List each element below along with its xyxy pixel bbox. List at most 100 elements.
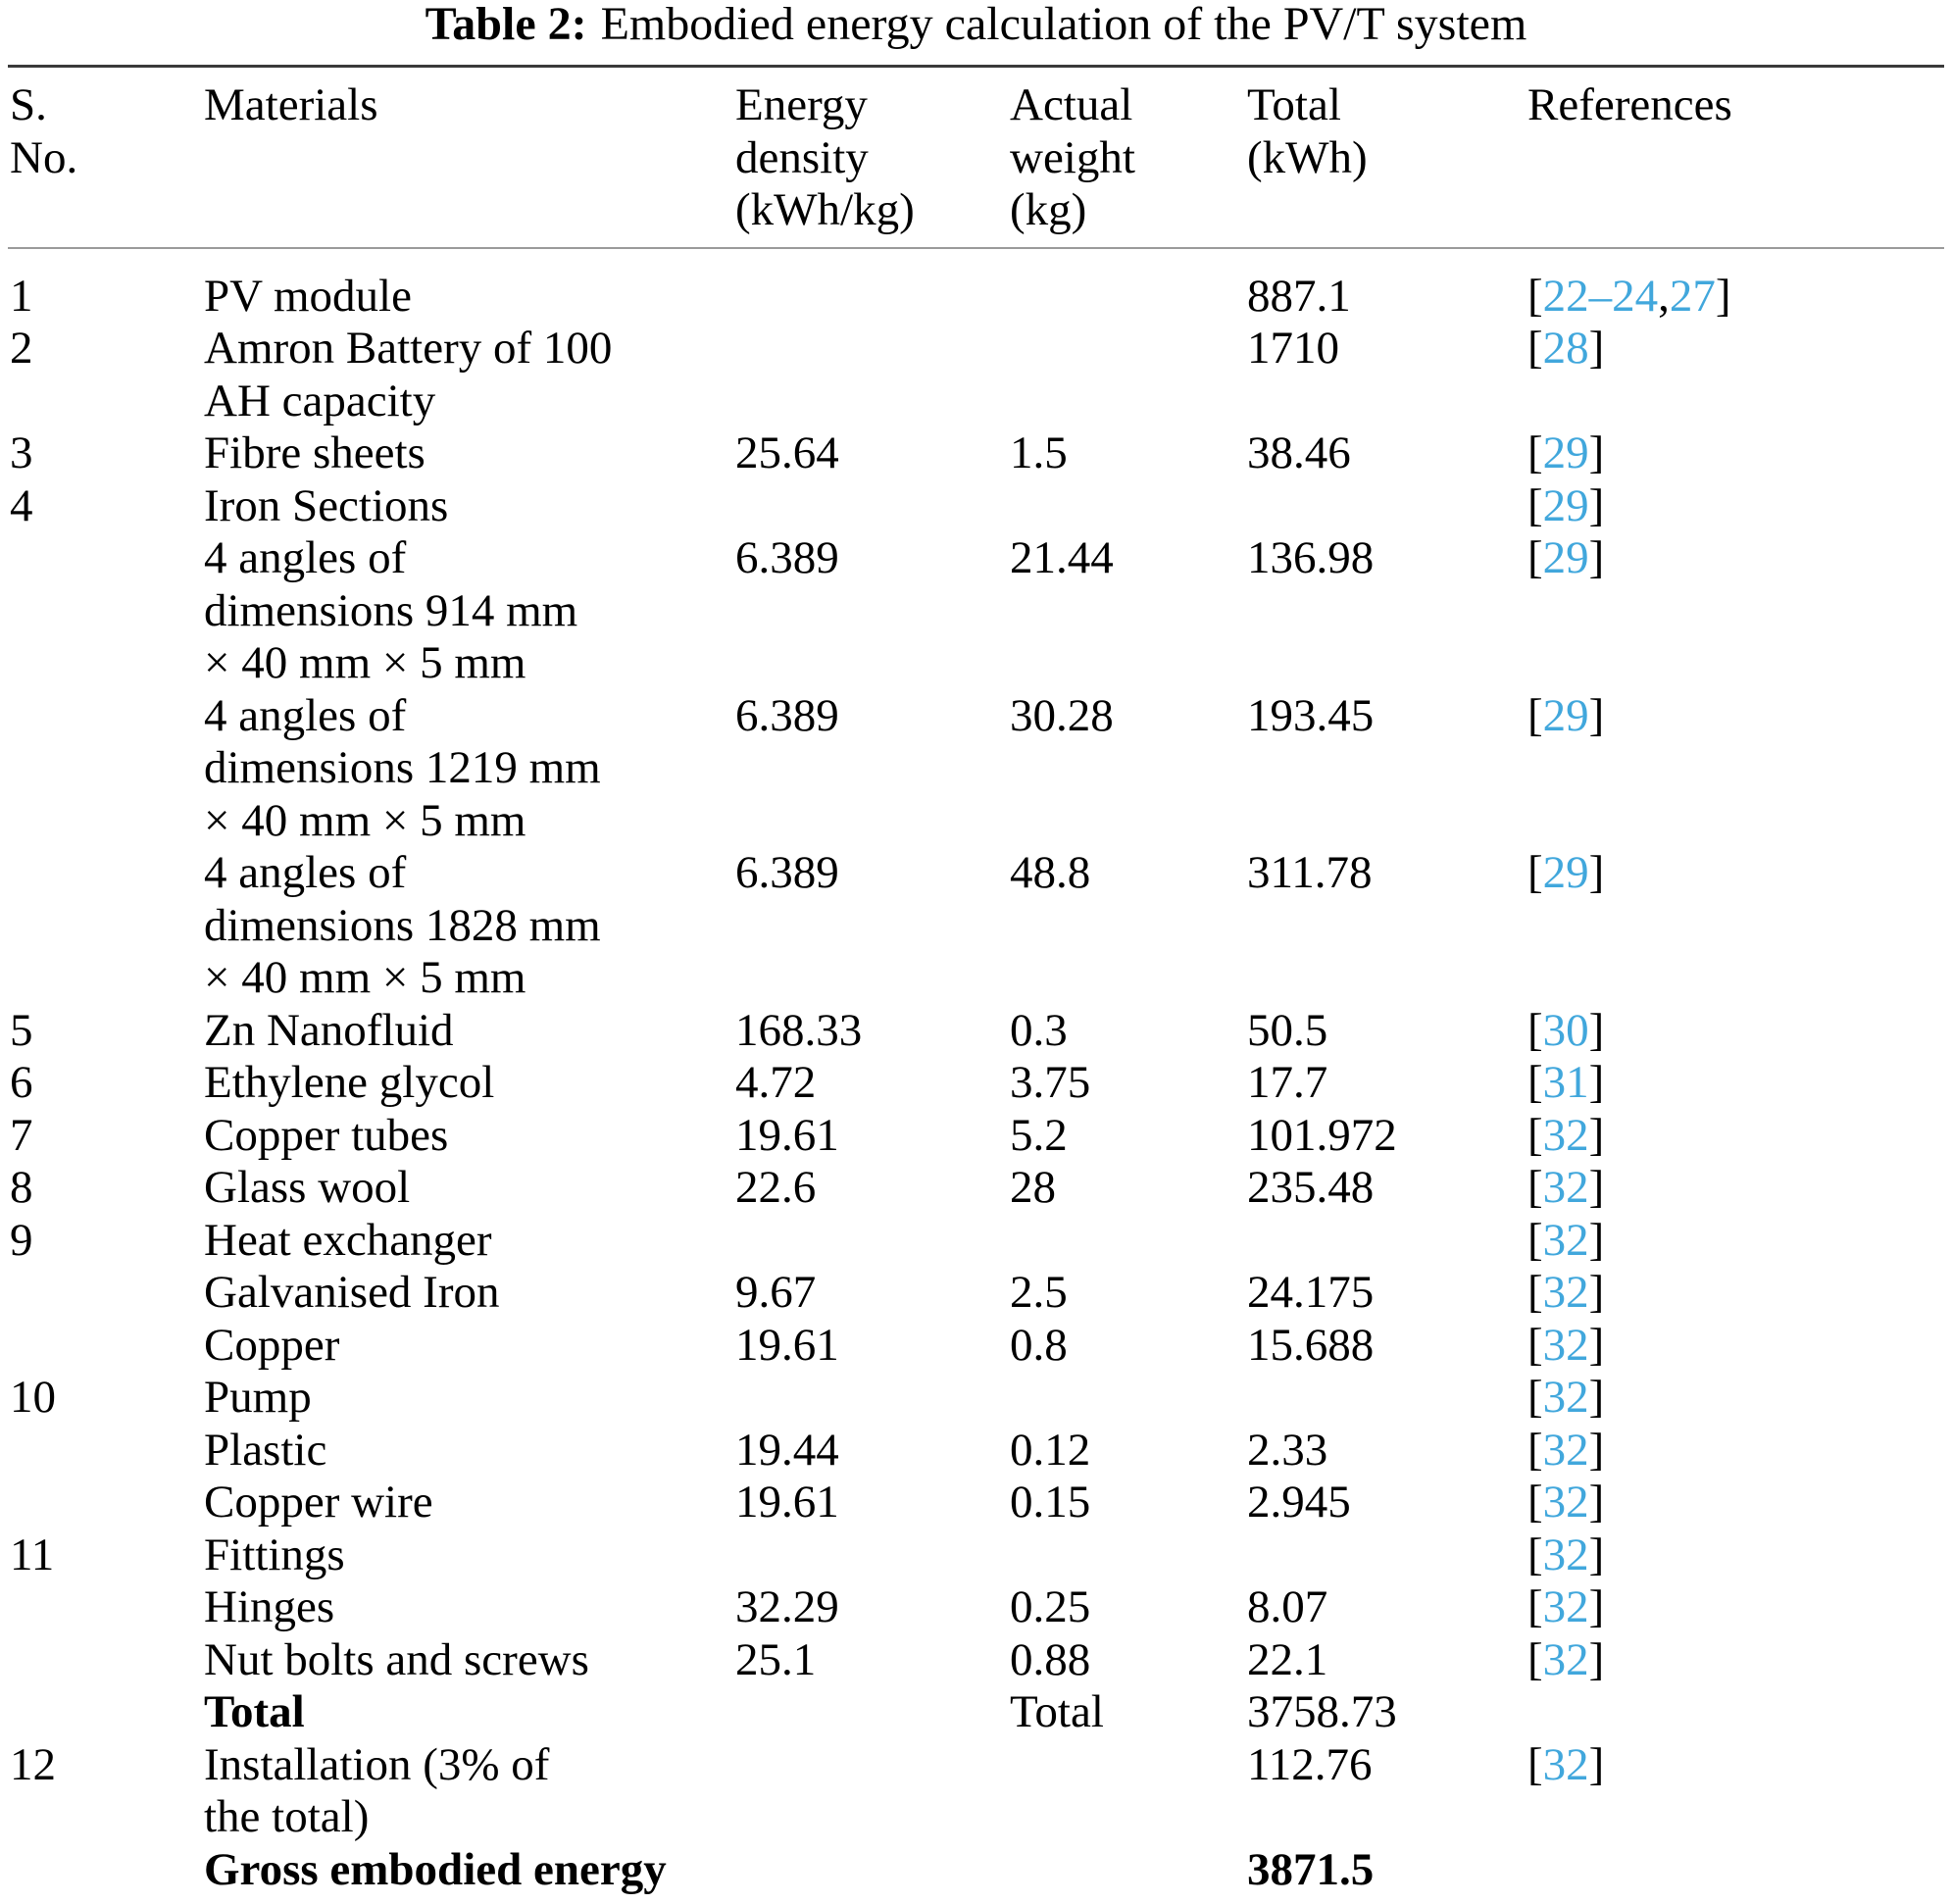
citation-link[interactable]: 29 [1542,847,1589,898]
citation-bracket: ] [1588,1267,1605,1318]
material-cell: Pump [204,1372,312,1423]
energy-density-cell: 22.6 [735,1162,817,1213]
table-caption-label: Table 2: [425,0,587,50]
actual-weight-cell: 1.5 [1010,427,1068,478]
citation-link[interactable]: 31 [1542,1057,1589,1108]
references-cell: [30] [1527,1005,1944,1058]
citation-bracket: [ [1527,689,1543,741]
total-cell: 15.688 [1247,1319,1375,1371]
citation-link[interactable]: 32 [1542,1162,1589,1213]
table-body: 1 PV module 887.1 [22–24,27] 2 Amron Battery … [8,248,1944,1904]
sno-cell [8,532,204,690]
citation-bracket: [ [1527,532,1543,583]
table-row: 4 angles of dimensions 1828 mm × 40 mm ×… [8,847,1944,1005]
citation-bracket: ] [1715,270,1731,322]
actual-weight-cell: 28 [1010,1162,1056,1213]
sno-cell [8,1581,204,1634]
energy-density-cell [735,480,1010,533]
citation-bracket: [ [1527,323,1543,374]
table-row: 7 Copper tubes 19.61 5.2 101.972 [32] [8,1110,1944,1163]
energy-density-cell: 25.1 [735,1633,817,1685]
actual-weight-cell [1010,480,1247,533]
citation-link[interactable]: 32 [1542,1372,1589,1423]
energy-density-cell: 19.61 [735,1477,839,1528]
citation-link[interactable]: 32 [1542,1738,1589,1790]
references-cell: [32] [1527,1739,1944,1844]
sno-cell [8,1634,204,1687]
references-cell: [32] [1527,1372,1944,1425]
citation-link[interactable]: 32 [1542,1267,1589,1318]
citation-link[interactable]: 29 [1542,532,1589,583]
material-cell: 4 angles of dimensions 1219 mm × 40 mm ×… [204,689,601,846]
table-row: Total Total 3758.73 [8,1686,1944,1739]
references-cell: [32] [1527,1320,1944,1373]
total-cell [1247,1372,1527,1425]
citation-link[interactable]: 22–24 [1542,270,1659,322]
material-cell: Fibre sheets [204,427,425,478]
table-row: 12 Installation (3% of the total) 112.76 [3… [8,1739,1944,1844]
actual-weight-cell: 30.28 [1010,689,1114,741]
header-sno: S. No. [8,66,204,249]
citation-link[interactable]: 28 [1542,323,1589,374]
citation-link[interactable]: 32 [1542,1214,1589,1266]
table-row: Plastic 19.44 0.12 2.33 [32] [8,1425,1944,1478]
citation-bracket: [ [1527,1057,1543,1108]
references-cell: [22–24,27] [1527,248,1944,324]
energy-density-cell: 19.61 [735,1109,839,1161]
table-row: Hinges 32.29 0.25 8.07 [32] [8,1581,1944,1634]
material-cell: PV module [204,270,412,322]
sno-cell [8,1844,204,1904]
citation-bracket: ] [1588,1057,1605,1108]
citation-link[interactable]: 27 [1669,270,1716,322]
citation-bracket: [ [1527,847,1543,898]
table-row: 5 Zn Nanofluid 168.33 0.3 50.5 [30] [8,1005,1944,1058]
citation-link[interactable]: 32 [1542,1424,1589,1476]
references-cell: [32] [1527,1162,1944,1215]
total-cell: 38.46 [1247,427,1351,478]
sno-cell: 3 [10,427,33,478]
citation-bracket: , [1658,270,1670,322]
total-cell: 136.98 [1247,532,1375,583]
references-cell: [32] [1527,1477,1944,1529]
citation-bracket: [ [1527,1214,1543,1266]
sno-cell: 8 [10,1162,33,1213]
citation-bracket: [ [1527,1633,1543,1685]
citation-link[interactable]: 29 [1542,427,1589,478]
citation-bracket: ] [1588,1581,1605,1632]
sno-cell: 11 [10,1528,55,1580]
citation-bracket: ] [1588,1477,1605,1528]
total-cell: 101.972 [1247,1109,1397,1161]
citation-bracket: ] [1588,847,1605,898]
header-materials: Materials [204,66,735,249]
energy-density-cell [735,1529,1010,1582]
citation-link[interactable]: 32 [1542,1319,1589,1371]
energy-density-cell: 9.67 [735,1267,817,1318]
citation-link[interactable]: 29 [1542,689,1589,741]
citation-bracket: ] [1588,532,1605,583]
citation-link[interactable]: 32 [1542,1633,1589,1685]
citation-link[interactable]: 29 [1542,479,1589,531]
actual-weight-cell: 48.8 [1010,847,1091,898]
citation-link[interactable]: 30 [1542,1004,1589,1056]
sno-cell: 5 [10,1004,33,1056]
references-cell: [32] [1527,1425,1944,1478]
material-cell: Copper wire [204,1477,433,1528]
references-cell: [29] [1527,480,1944,533]
citation-bracket: ] [1588,1214,1605,1266]
citation-link[interactable]: 32 [1542,1109,1589,1161]
citation-link[interactable]: 32 [1542,1477,1589,1528]
total-cell: 8.07 [1247,1581,1328,1632]
citation-link[interactable]: 32 [1542,1581,1589,1632]
citation-bracket: ] [1588,1528,1605,1580]
references-cell: [32] [1527,1215,1944,1268]
citation-bracket: [ [1527,427,1543,478]
citation-link[interactable]: 32 [1542,1528,1589,1580]
citation-bracket: [ [1527,1319,1543,1371]
energy-density-cell [735,248,1010,324]
total-cell: 2.33 [1247,1424,1328,1476]
energy-density-cell: 168.33 [735,1004,863,1056]
citation-bracket: [ [1527,1267,1543,1318]
citation-bracket: [ [1527,270,1543,322]
citation-bracket: ] [1588,323,1605,374]
